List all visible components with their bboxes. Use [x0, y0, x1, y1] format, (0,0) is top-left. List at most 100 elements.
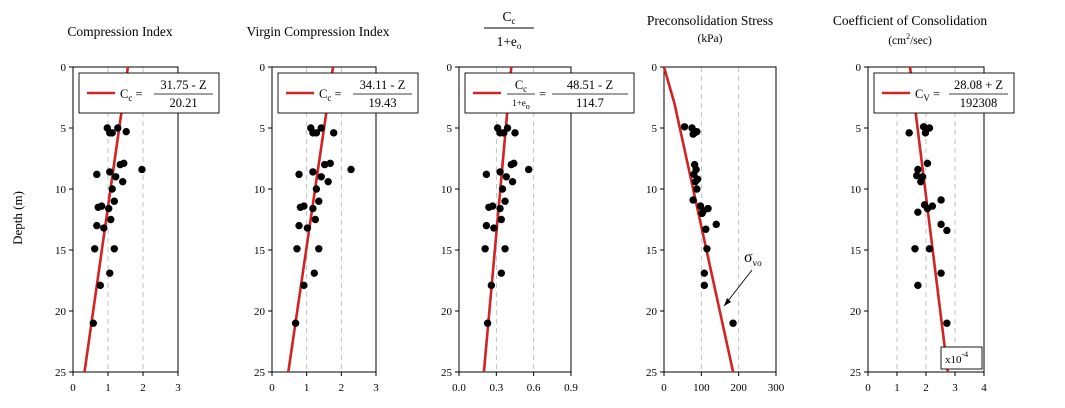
data-point	[937, 220, 945, 229]
x-tick-label: 300	[768, 382, 785, 394]
data-point	[110, 197, 119, 205]
y-tick-label: 15	[55, 245, 67, 257]
x-tick-label: 0	[865, 382, 871, 394]
data-point	[309, 204, 317, 213]
data-point	[702, 225, 710, 233]
data-point	[704, 204, 712, 213]
legend-cc-ratio: Cc 1+eo = 48.51 - Z 114.7	[464, 72, 635, 114]
data-point	[497, 215, 506, 224]
data-point	[689, 130, 697, 138]
data-point	[507, 160, 515, 169]
data-point	[93, 221, 101, 230]
data-point	[488, 202, 497, 210]
data-point	[524, 165, 533, 174]
data-point	[502, 173, 510, 181]
data-point	[91, 245, 99, 253]
legend-denominator: 192308	[960, 96, 998, 110]
data-point	[96, 281, 105, 290]
data-point	[107, 215, 115, 224]
x-tick-label: 0.3	[489, 382, 503, 394]
legend-equals: =	[539, 87, 546, 101]
data-point	[110, 245, 119, 253]
data-point	[925, 245, 934, 253]
svg-text:Cc: Cc	[502, 9, 515, 26]
data-point	[310, 269, 318, 277]
legend-compression-index: Cc = 31.75 - Z 20.21	[78, 72, 220, 114]
data-point	[481, 245, 489, 253]
data-point	[116, 160, 124, 169]
data-point	[100, 224, 108, 232]
data-point	[89, 319, 98, 327]
data-point	[312, 129, 321, 137]
x-tick-label: 0	[661, 382, 667, 394]
plot-frame	[458, 66, 572, 373]
data-point	[490, 224, 498, 232]
data-point	[138, 165, 146, 174]
data-point	[943, 319, 951, 327]
x-tick-label: 3	[373, 382, 379, 394]
y-tick-label: 10	[254, 184, 266, 196]
data-point	[483, 319, 492, 327]
x-tick-label: 200	[730, 382, 747, 394]
y-tick-label: 15	[850, 245, 862, 257]
title-cc-over-1-plus-eo: Cc 1+eo	[484, 9, 534, 51]
data-point	[928, 202, 937, 210]
data-point	[680, 123, 689, 131]
y-tick-label: 20	[441, 306, 453, 318]
data-point	[482, 170, 491, 179]
x-tick-label: 3	[952, 382, 958, 394]
data-point	[501, 197, 509, 205]
data-point	[700, 281, 709, 290]
x-tick-label: 3	[175, 382, 181, 394]
x-tick-label: 1	[894, 382, 900, 394]
data-point	[914, 281, 922, 290]
data-point	[98, 202, 106, 210]
data-point	[114, 124, 122, 132]
data-point	[106, 269, 114, 277]
legend-lhs: CV =	[915, 87, 940, 103]
data-point	[729, 319, 737, 327]
x-tick-label: 2	[140, 382, 146, 394]
legend-numerator: 34.11 - Z	[360, 78, 406, 92]
plot-frame	[663, 66, 777, 373]
svg-text:1+eo: 1+eo	[497, 34, 522, 51]
subtitle-coefficient-of-consolidation: (cm2/sec)	[888, 32, 932, 47]
legend-lhs-den: 1+eo	[512, 98, 530, 111]
x-tick-label: 0	[70, 382, 76, 394]
y-tick-label: 5	[856, 123, 862, 135]
data-point	[511, 129, 519, 137]
data-point	[312, 185, 321, 193]
multiplier-text: x10-4	[945, 350, 968, 366]
data-point	[112, 173, 120, 181]
data-point	[913, 171, 921, 180]
data-point	[317, 173, 325, 181]
title-coefficient-of-consolidation: Coefficient of Consolidation	[833, 13, 987, 28]
data-point	[712, 220, 720, 229]
data-point	[295, 170, 303, 179]
legend-lhs-num: Cc	[515, 78, 527, 94]
data-point	[300, 202, 308, 210]
y-tick-label: 20	[850, 306, 862, 318]
y-tick-label: 10	[646, 184, 658, 196]
x-tick-label: 4	[981, 382, 987, 394]
data-point	[700, 269, 709, 277]
legend-virgin-compression-index: Cc = 34.11 - Z 19.43	[277, 72, 419, 114]
y-tick-label: 15	[646, 245, 658, 257]
data-point	[923, 159, 932, 168]
legend-numerator: 48.51 - Z	[567, 78, 613, 92]
fit-line-preconsolidation-stress	[662, 66, 735, 373]
legend-coefficient-of-consolidation: CV = 28.08 + Z 192308	[873, 72, 1015, 114]
x-tick-label: 2	[339, 382, 345, 394]
data-point	[482, 221, 491, 230]
data-point	[693, 175, 702, 183]
data-point	[105, 204, 113, 213]
legend-lhs: Cc =	[319, 87, 342, 103]
data-point	[330, 129, 338, 137]
y-tick-label: 10	[850, 184, 862, 196]
title-compression-index: Compression Index	[67, 24, 173, 39]
y-tick-label: 15	[254, 245, 266, 257]
data-point	[508, 177, 517, 186]
y-tick-label: 25	[55, 367, 67, 379]
